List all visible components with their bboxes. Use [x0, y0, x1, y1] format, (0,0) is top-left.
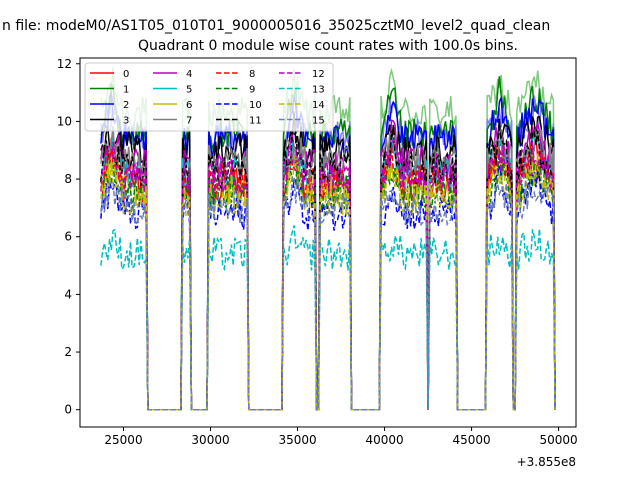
legend-label-5: 5	[186, 85, 192, 96]
legend-label-10: 10	[249, 100, 262, 111]
chart-title: Quadrant 0 module wise count rates with …	[138, 38, 518, 54]
legend-label-11: 11	[249, 116, 262, 127]
y-tick-label: 8	[64, 172, 72, 186]
x-tick-label: 30000	[191, 433, 229, 447]
y-tick-label: 4	[64, 287, 72, 301]
x-tick-label: 40000	[365, 433, 403, 447]
legend-label-2: 2	[123, 100, 129, 111]
y-tick-label: 12	[57, 57, 72, 71]
chart-suptitle: n file: modeM0/AS1T05_010T01_9000005016_…	[2, 18, 550, 34]
legend-label-6: 6	[186, 100, 192, 111]
y-axis: 0 2 4 6 8 10 12	[57, 57, 80, 417]
legend-label-12: 12	[312, 69, 325, 80]
x-tick-label: 45000	[452, 433, 490, 447]
x-tick-label: 50000	[540, 433, 578, 447]
legend-label-13: 13	[312, 85, 325, 96]
y-tick-label: 0	[64, 403, 72, 417]
y-tick-label: 10	[57, 114, 72, 128]
series-line-15	[100, 175, 556, 411]
y-tick-label: 6	[64, 230, 72, 244]
plot-frame	[79, 57, 577, 428]
x-tick-label: 25000	[104, 433, 142, 447]
legend-box	[84, 62, 334, 132]
legend-label-3: 3	[123, 116, 129, 127]
legend-label-1: 1	[123, 85, 129, 96]
x-tick-label: 35000	[278, 433, 316, 447]
legend-label-0: 0	[123, 69, 129, 80]
legend-label-9: 9	[249, 85, 255, 96]
legend-label-14: 14	[312, 100, 325, 111]
series-layer	[100, 66, 556, 411]
legend-label-4: 4	[186, 69, 192, 80]
y-tick-label: 2	[64, 345, 72, 359]
x-offset-label: +3.855e8	[517, 455, 576, 469]
x-axis: 25000 30000 35000 40000 45000 50000	[104, 427, 578, 447]
legend-label-7: 7	[186, 116, 192, 127]
legend-label-15: 15	[312, 116, 325, 127]
legend-label-8: 8	[249, 69, 255, 80]
